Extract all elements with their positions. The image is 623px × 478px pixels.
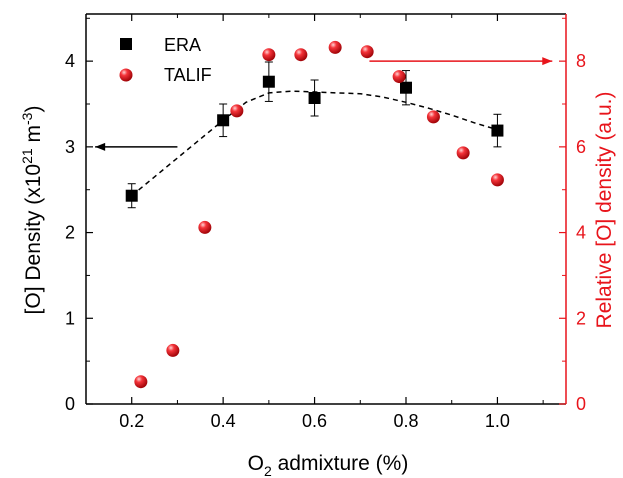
legend-talif-label: TALIF [164, 65, 212, 85]
x-axis-title: O2 admixture (%) [248, 452, 409, 478]
ticks: 0.2 0.4 0.6 0.8 1.0 0 1 2 3 4 0 2 4 6 8 [65, 14, 586, 431]
y-left-title-end: ) [22, 106, 45, 113]
y-left-title-sup1: 21 [19, 148, 35, 164]
talif-point [166, 343, 180, 357]
y-right-tick-label: 6 [576, 137, 586, 157]
y-left-tick-label: 4 [65, 51, 75, 71]
y-right-tick-label: 8 [576, 51, 586, 71]
y-left-tick-label: 0 [65, 394, 75, 414]
fit-curve [131, 90, 498, 197]
y-left-title-mid: m [22, 125, 45, 148]
y-left-tick-label: 2 [65, 223, 75, 243]
y-left-title-main: [O] Density (x10 [22, 164, 45, 315]
fit-curve-layer [131, 90, 498, 197]
plot-frame [85, 13, 567, 405]
x-tick-label: 0.4 [211, 411, 236, 431]
talif-point [294, 48, 308, 62]
x-tick-label: 0.6 [302, 411, 327, 431]
talif-point [456, 146, 470, 160]
legend-talif-marker [119, 68, 133, 82]
talif-point [426, 110, 440, 124]
x-axis-title-main: O [248, 452, 264, 475]
x-axis-title-sub: 2 [264, 463, 272, 478]
arrow-left-head [95, 142, 106, 151]
y-axis-right-title: Relative [O] density (a.u.) [593, 92, 616, 329]
legend-era-marker [120, 38, 132, 50]
era-point [400, 81, 412, 94]
y-left-title-sup2: -3 [19, 112, 35, 125]
markers [125, 40, 504, 389]
talif-point [328, 40, 342, 54]
x-tick-label: 0.2 [119, 411, 144, 431]
y-right-tick-label: 2 [576, 308, 586, 328]
talif-point [360, 45, 374, 59]
era-point [308, 92, 321, 104]
x-tick-label: 1.0 [485, 411, 510, 431]
x-axis-title-rest: admixture (%) [272, 452, 409, 475]
x-tick-label: 0.8 [393, 411, 418, 431]
legend: ERA TALIF [119, 35, 212, 85]
error-bars [127, 61, 502, 209]
talif-point [392, 70, 406, 84]
talif-point [198, 220, 212, 234]
y-left-tick-label: 1 [65, 308, 75, 328]
arrow-layer [95, 57, 553, 151]
y-axis-left-title: [O] Density (x1021 m-3) [19, 106, 45, 315]
y-left-tick-label: 3 [65, 137, 75, 157]
era-point [491, 124, 504, 137]
legend-era-label: ERA [164, 35, 201, 55]
y-right-tick-label: 0 [576, 394, 586, 414]
era-point [125, 189, 138, 202]
y-right-tick-label: 4 [576, 223, 586, 243]
talif-point [262, 48, 276, 62]
arrow-right-head [542, 57, 553, 66]
era-point [262, 75, 275, 88]
talif-point [230, 104, 244, 118]
talif-point [134, 375, 148, 389]
era-point [217, 114, 230, 127]
talif-point [490, 173, 504, 187]
